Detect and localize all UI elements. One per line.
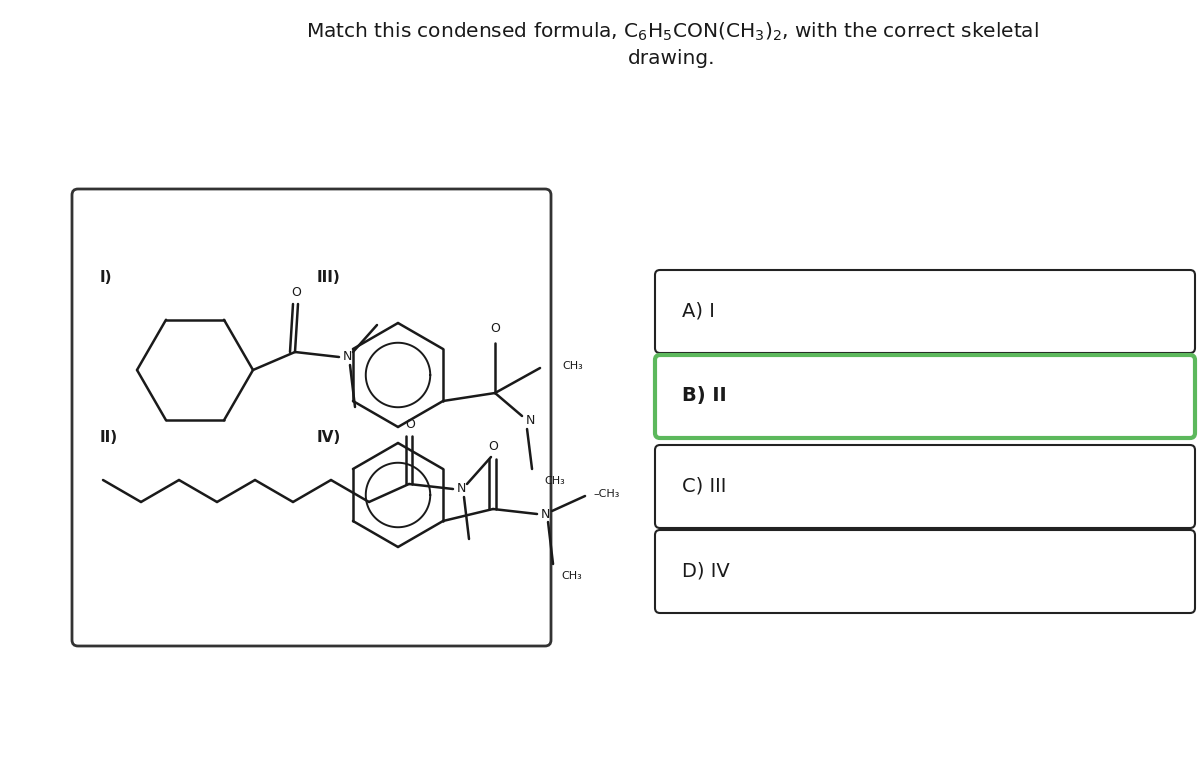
Text: N: N (456, 482, 466, 496)
Text: I): I) (100, 271, 113, 285)
Text: D) IV: D) IV (682, 561, 730, 580)
Text: N: N (540, 508, 550, 521)
FancyBboxPatch shape (655, 270, 1195, 353)
Text: Match this condensed formula, $\mathregular{C_6H_5CON(CH_3)_2}$, with the correc: Match this condensed formula, $\mathregu… (306, 21, 1038, 43)
Text: O: O (488, 439, 498, 453)
Text: O: O (292, 285, 301, 299)
Text: CH₃: CH₃ (562, 361, 583, 371)
Text: CH₃: CH₃ (562, 571, 582, 581)
Text: O: O (406, 418, 415, 431)
Text: drawing.: drawing. (629, 48, 715, 67)
FancyBboxPatch shape (72, 189, 551, 646)
Text: –CH₃: –CH₃ (593, 489, 619, 499)
Text: A) I: A) I (682, 302, 715, 321)
Text: B) II: B) II (682, 386, 727, 406)
Text: II): II) (100, 429, 118, 444)
Text: C) III: C) III (682, 476, 726, 496)
FancyBboxPatch shape (655, 355, 1195, 438)
Text: N: N (342, 350, 352, 364)
Text: N: N (526, 414, 535, 428)
FancyBboxPatch shape (655, 445, 1195, 528)
Text: CH₃: CH₃ (544, 476, 565, 486)
Text: III): III) (317, 271, 341, 285)
FancyBboxPatch shape (655, 530, 1195, 613)
Text: IV): IV) (317, 429, 341, 444)
Text: O: O (490, 322, 500, 335)
